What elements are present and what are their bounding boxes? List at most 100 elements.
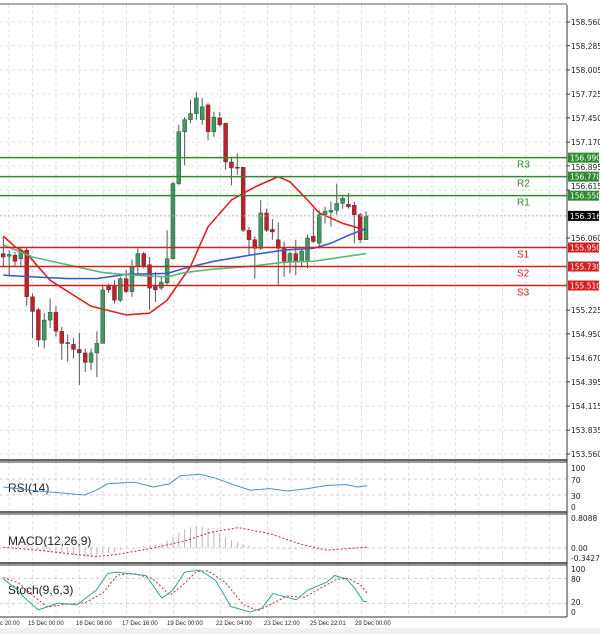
candle-bullish — [42, 319, 47, 341]
candle-bearish — [270, 229, 275, 233]
level-price-box — [568, 280, 599, 291]
time-label: 16 Dec 08:00 — [76, 621, 112, 627]
candle-bearish — [223, 122, 228, 163]
candle-bullish — [94, 343, 100, 354]
candle-bullish — [287, 253, 293, 262]
candle-bullish — [211, 116, 217, 132]
level-price-value: 155.950 — [570, 244, 600, 253]
price-panel[interactable] — [1, 91, 369, 385]
rsi-line — [3, 473, 368, 496]
price-tick-label: 156.895 — [571, 163, 600, 172]
level-price-value: 156.990 — [570, 154, 600, 163]
level-price-box — [568, 152, 599, 163]
level-label-r3: R3 — [517, 160, 530, 171]
candle-bullish — [6, 254, 12, 257]
current-price-value: 156.316 — [570, 212, 600, 221]
price-tick-label: 157.170 — [571, 138, 600, 147]
candle-bearish — [352, 204, 357, 215]
candle-bearish — [240, 166, 246, 231]
level-label-s3: S3 — [517, 288, 530, 299]
price-tick-label: 157.450 — [571, 114, 600, 123]
candle-bearish — [229, 161, 234, 169]
price-tick-label: 156.060 — [571, 234, 600, 243]
stoch-title: Stoch(9,6,3) — [8, 583, 73, 597]
candle-bearish — [246, 230, 252, 240]
candle-bullish — [100, 289, 105, 344]
level-price-value: 155.510 — [570, 282, 600, 291]
price-tick-label: 158.005 — [571, 66, 600, 75]
candle-bearish — [71, 344, 76, 350]
price-tick-label: 154.950 — [571, 330, 600, 339]
candle-bullish — [334, 203, 339, 211]
moving-average-line — [2, 175, 367, 316]
candle-bearish — [217, 117, 222, 126]
macd-panel[interactable]: MACD(12,26,9) 0.8088 0.00-0.3427 — [0, 514, 600, 563]
level-price-value: 156.770 — [570, 173, 600, 182]
candle-bearish — [346, 204, 351, 208]
candle-bullish — [258, 212, 263, 249]
candle-bearish — [59, 331, 64, 344]
candle-bearish — [153, 286, 158, 291]
level-label-s1: S1 — [517, 250, 530, 261]
time-label: 29 Dec 00:00 — [355, 621, 391, 627]
moving-average-line — [2, 244, 367, 278]
candle-bullish — [170, 183, 176, 259]
level-price-box — [568, 171, 599, 182]
candle-bullish — [164, 258, 170, 284]
candle-bearish — [82, 352, 88, 363]
macd-tick-label: -0.3427 — [571, 554, 600, 563]
candle-bullish — [305, 237, 310, 262]
candle-bullish — [328, 210, 334, 213]
moving-average-line — [3, 227, 367, 280]
price-tick-label: 156.615 — [571, 182, 600, 191]
level-price-box — [568, 190, 599, 201]
rsi-tick-label: 70 — [571, 476, 581, 485]
price-axis[interactable]: 158.560 158.285 158.005 157.725 157.450 157.1… — [567, 18, 600, 459]
level-price-box — [568, 242, 599, 253]
candle-bearish — [252, 239, 258, 249]
time-label: 22 Dec 04:00 — [216, 621, 252, 627]
candle-bearish — [1, 253, 6, 258]
time-label: 23 Dec 12:00 — [264, 621, 300, 627]
level-label-s2: S2 — [517, 269, 530, 280]
time-label: 15 Dec 00:00 — [28, 621, 64, 627]
bottom-bar — [0, 628, 600, 634]
time-label: c 20:00 — [0, 621, 20, 627]
price-tick-label: 157.725 — [571, 90, 600, 99]
candle-bearish — [24, 249, 29, 297]
candle-bullish — [118, 278, 123, 301]
candle-bearish — [141, 253, 146, 266]
candle-bearish — [281, 248, 287, 262]
grid — [0, 5, 567, 617]
price-tick-label: 153.560 — [571, 450, 600, 459]
candle-bullish — [194, 97, 199, 114]
candle-bearish — [53, 312, 59, 332]
candle-bullish — [317, 214, 322, 244]
time-label: 19 Dec 00:00 — [167, 621, 203, 627]
level-label-r2: R2 — [517, 179, 530, 190]
candle-bullish — [47, 312, 53, 321]
candle-bullish — [88, 352, 94, 363]
time-axis: c 20:00 15 Dec 00:00 16 Dec 08:00 17 Dec 16… — [0, 621, 391, 627]
candle-bearish — [357, 214, 363, 240]
candle-bearish — [205, 104, 211, 132]
price-tick-label: 158.285 — [571, 42, 600, 51]
candle-bearish — [12, 255, 18, 262]
rsi-tick-label: 30 — [571, 492, 581, 501]
candle-bullish — [182, 119, 187, 132]
stoch-main-line — [2, 569, 368, 613]
candle-bullish — [363, 215, 369, 240]
price-tick-label: 155.225 — [571, 306, 600, 315]
candle-bearish — [235, 166, 240, 169]
level-price-box — [568, 261, 599, 272]
candle-bearish — [112, 286, 117, 301]
candle-bullish — [135, 253, 141, 267]
time-label: 25 Dec 22:01 — [310, 621, 346, 627]
stoch-tick-label: 80 — [571, 575, 581, 584]
stoch-tick-label: 0 — [571, 608, 576, 617]
candle-bearish — [106, 286, 111, 291]
rsi-tick-label: 100 — [571, 464, 586, 473]
